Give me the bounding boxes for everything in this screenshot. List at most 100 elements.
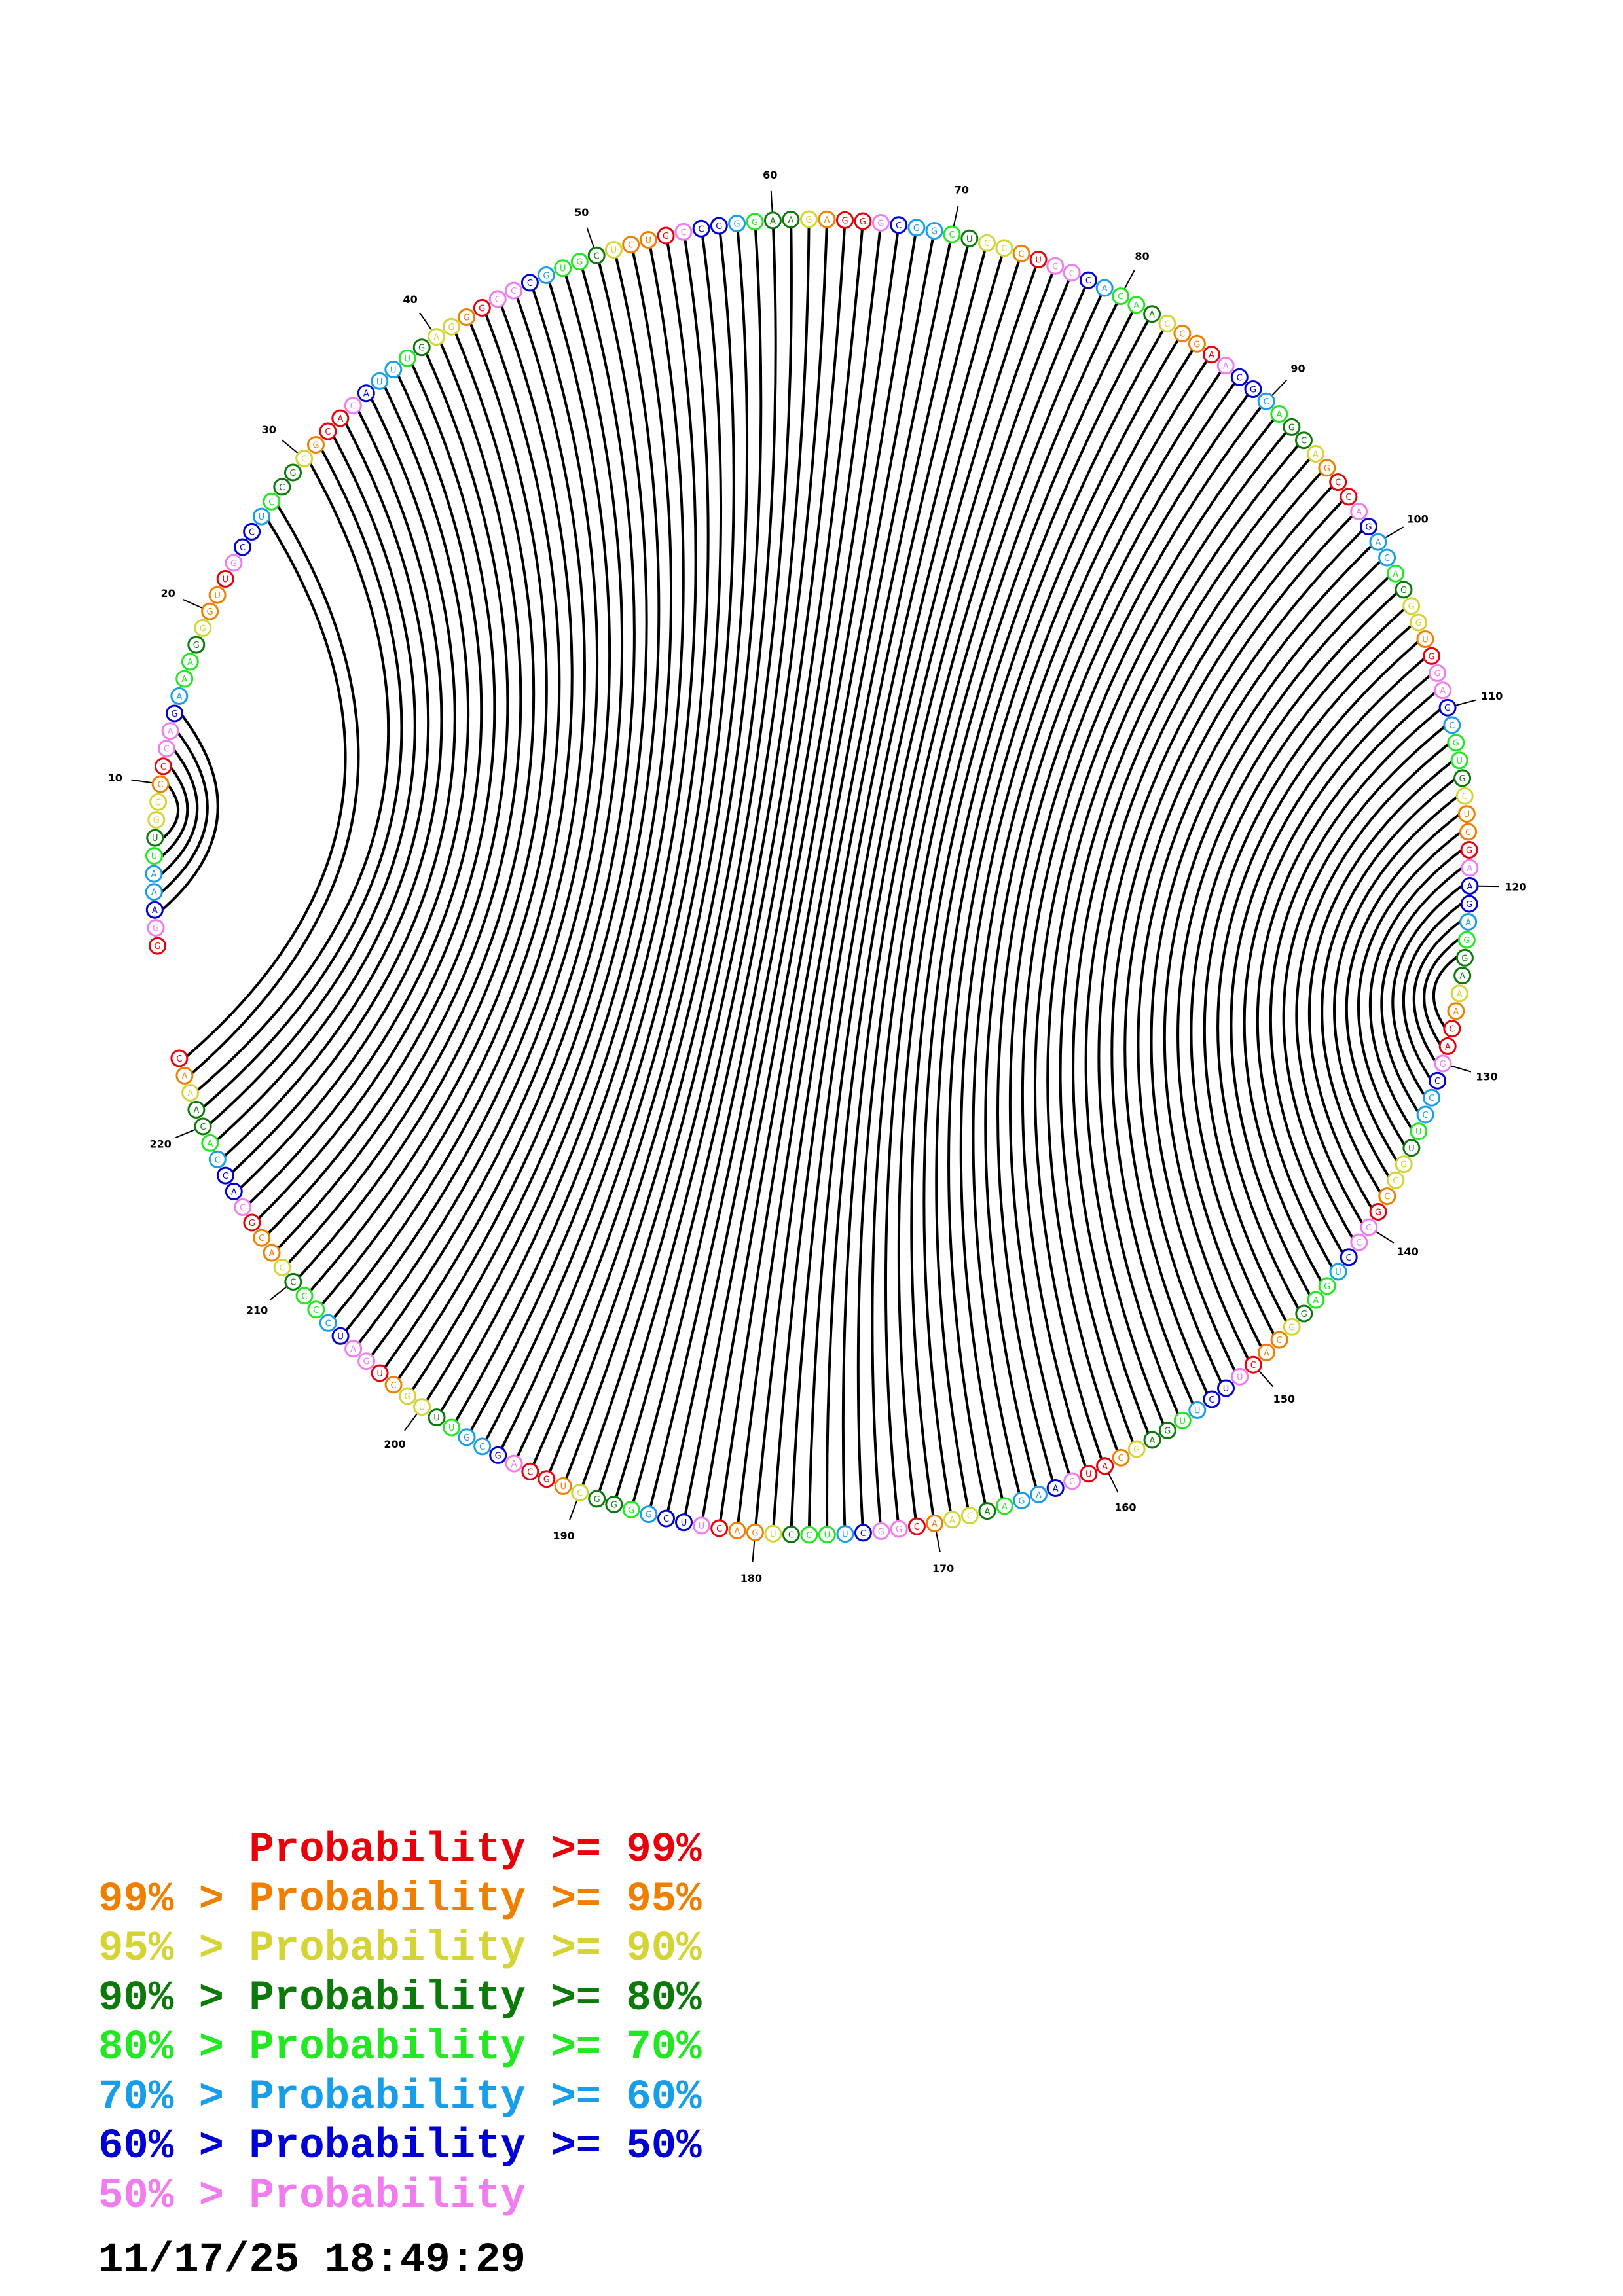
nucleotide-letter: C	[1345, 493, 1351, 503]
base-pair-arc	[309, 314, 561, 1292]
nucleotide-letter: G	[543, 1475, 550, 1485]
position-label: 200	[384, 1438, 405, 1450]
nucleotide: A	[170, 687, 189, 705]
nucleotide-letter: G	[663, 232, 669, 242]
nucleotide: G	[1460, 841, 1478, 859]
nucleotide: C	[907, 1517, 926, 1535]
nucleotide: C	[307, 1300, 325, 1319]
nucleotide: A	[175, 670, 194, 688]
nucleotide-letter: C	[155, 798, 161, 808]
nucleotide: U	[1402, 1139, 1421, 1157]
nucleotide: U	[1173, 1411, 1192, 1429]
nucleotide: U	[216, 569, 234, 588]
position-tick	[1108, 1473, 1119, 1493]
legend-label: Probability	[249, 2172, 526, 2220]
nucleotide: C	[674, 223, 693, 241]
nucleotide: C	[1244, 1355, 1262, 1374]
nucleotide: A	[1434, 681, 1452, 700]
base-pair-arc	[1150, 560, 1381, 1372]
nucleotide: G	[1447, 734, 1465, 752]
nucleotide-letter: G	[1466, 900, 1472, 910]
legend-lead: 70%	[98, 2073, 174, 2121]
legend-ge: >=	[551, 2123, 601, 2170]
nucleotide: C	[319, 1314, 337, 1332]
nucleotide-letter: G	[1466, 846, 1472, 856]
nucleotide: U	[371, 372, 389, 390]
nucleotide-letter: U	[390, 366, 397, 376]
nucleotide-letter: U	[1422, 636, 1429, 645]
nucleotide: G	[640, 1505, 658, 1524]
base-pair-arc	[684, 235, 917, 1515]
nucleotide: G	[1244, 380, 1262, 398]
nucleotide: C	[157, 740, 175, 758]
nucleotide-letter: U	[152, 834, 158, 844]
legend-lead: 95%	[98, 1926, 174, 1973]
nucleotide: U	[693, 1516, 710, 1535]
circular-structure-plot: 10 20 30 40 50 60 70 80 90 100 110 120 130 140 150 160 1…	[108, 169, 1527, 1585]
base-pair-arc	[397, 262, 648, 1380]
base-pair-arc	[826, 272, 1054, 1527]
base-pair-arc	[1307, 761, 1453, 1209]
nucleotide: C	[1340, 488, 1358, 506]
legend-label: Probability	[249, 1926, 526, 1973]
nucleotide-letter: A	[788, 216, 793, 226]
nucleotide-letter: A	[511, 1460, 517, 1469]
base-pair-arc	[209, 436, 416, 1124]
nucleotide: C	[1378, 548, 1396, 567]
base-pair-arc	[772, 255, 1004, 1526]
nucleotide: A	[1459, 913, 1478, 931]
position-tick	[770, 190, 773, 213]
nucleotide: C	[149, 793, 168, 811]
nucleotide: C	[800, 1526, 818, 1544]
nucleotide-letter: C	[1356, 1238, 1362, 1248]
nucleotide-letter: U	[151, 852, 158, 862]
nucleotide-letter: G	[1375, 1208, 1381, 1218]
nucleotide: A	[926, 1514, 943, 1532]
nucleotide-letter: C	[325, 427, 331, 437]
base-pair-arc	[440, 247, 685, 1412]
nucleotide: A	[187, 1100, 206, 1119]
nucleotide-letter: C	[223, 1172, 228, 1181]
nucleotide-letter: G	[1019, 1497, 1025, 1507]
nucleotide: G	[538, 1470, 556, 1488]
nucleotide: G	[1360, 518, 1377, 536]
nucleotide-letter: C	[1001, 244, 1007, 254]
nucleotide: C	[170, 1049, 189, 1067]
base-pair-arc	[1008, 406, 1262, 1475]
nucleotide-letter: C	[1069, 269, 1075, 279]
nucleotide: A	[1030, 1485, 1048, 1503]
nucleotide-letter: U	[560, 264, 566, 274]
nucleotide: G	[1438, 698, 1457, 717]
nucleotide-letter: A	[1102, 1462, 1108, 1472]
nucleotide-letter: A	[735, 1527, 740, 1537]
legend-lead: 50%	[98, 2172, 174, 2220]
nucleotide: C	[657, 1509, 675, 1528]
nucleotide: G	[284, 463, 302, 482]
legend-gt: >	[198, 2172, 224, 2220]
nucleotide: C	[151, 775, 170, 793]
nucleotide: G	[871, 214, 890, 232]
legend-value: 50%	[626, 2123, 702, 2170]
nucleotide-letter: G	[1463, 936, 1470, 946]
nucleotide: A	[995, 1497, 1013, 1515]
legend-gt: >	[198, 1975, 224, 2022]
position-tick	[1271, 380, 1287, 397]
nucleotide-letter: G	[405, 1392, 411, 1402]
base-pair-arc	[564, 227, 793, 1480]
legend-value: 80%	[626, 1975, 702, 2022]
nucleotide: C	[1459, 823, 1478, 841]
nucleotide: G	[746, 213, 764, 231]
nucleotide: A	[145, 901, 164, 919]
nucleotide-letter: G	[734, 220, 740, 230]
nucleotide: G	[149, 937, 166, 955]
position-label: 140	[1396, 1246, 1418, 1258]
nucleotide: A	[1143, 1431, 1161, 1449]
nucleotide-letter: C	[1209, 1395, 1214, 1405]
base-pair-arc	[454, 243, 697, 1422]
nucleotide-letter: C	[1465, 828, 1471, 838]
nucleotide: C	[216, 1166, 234, 1185]
nucleotide-letter: A	[193, 1105, 199, 1115]
nucleotide: G	[307, 436, 325, 454]
nucleotide-letter: U	[699, 1522, 705, 1532]
base-pair-arc	[598, 227, 828, 1492]
